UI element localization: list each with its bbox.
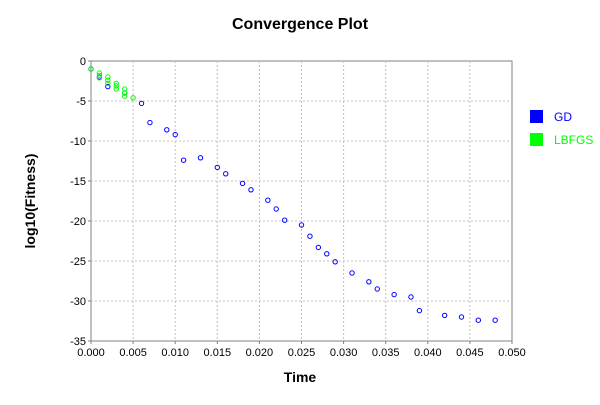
x-tick-label: 0.040 — [414, 347, 442, 359]
series-lbfgs-points — [88, 66, 136, 101]
x-tick-label: 0.045 — [456, 347, 484, 359]
x-tick-label: 0.005 — [119, 347, 147, 359]
y-tick-label: -20 — [70, 216, 86, 228]
data-points — [88, 66, 498, 323]
data-point-gd — [416, 307, 423, 314]
grid-lines — [91, 61, 512, 341]
x-tick-label: 0.020 — [246, 347, 274, 359]
data-point-lbfgs — [105, 77, 111, 83]
data-point-lbfgs — [96, 72, 103, 79]
legend-label-lbfgs: LBFGS — [554, 133, 593, 147]
chart-title: Convergence Plot — [232, 16, 369, 33]
data-point-gd — [281, 217, 288, 223]
x-tick-label: 0.035 — [372, 347, 400, 359]
data-point-gd — [105, 83, 111, 90]
y-tick-label: 0 — [80, 56, 86, 68]
data-point-lbfgs — [105, 80, 111, 87]
x-axis-label: Time — [284, 369, 317, 385]
data-point-gd — [366, 279, 372, 285]
x-tick-label: 0.050 — [498, 347, 526, 359]
data-point-lbfgs — [130, 95, 136, 101]
x-tick-label: 0.010 — [161, 347, 189, 359]
x-tick-label: 0.000 — [77, 347, 105, 359]
data-point-lbfgs — [113, 83, 119, 89]
data-point-gd — [239, 180, 246, 187]
y-tick-label: -15 — [70, 176, 86, 188]
data-point-gd — [307, 233, 313, 239]
y-tick-label: -10 — [70, 136, 86, 148]
y-tick-label: -25 — [70, 256, 86, 268]
data-point-lbfgs — [113, 86, 119, 92]
data-point-lbfgs — [96, 75, 103, 81]
y-tick-label: -30 — [70, 296, 86, 308]
data-point-lbfgs — [105, 74, 111, 80]
y-axis-label: log10(Fitness) — [22, 154, 38, 249]
data-point-lbfgs — [113, 80, 119, 87]
x-tick-label: 0.025 — [288, 347, 316, 359]
data-point-lbfgs — [121, 93, 128, 99]
y-tick-label: -35 — [70, 336, 86, 348]
data-point-gd — [458, 314, 465, 320]
y-tick-label: -5 — [76, 96, 86, 108]
legend-swatch-gd — [530, 110, 543, 123]
data-point-gd — [147, 119, 153, 126]
data-point-gd — [298, 222, 305, 228]
data-point-gd — [197, 155, 204, 161]
data-point-gd — [324, 251, 330, 257]
data-point-gd — [214, 164, 221, 171]
legend: GD LBFGS — [530, 110, 593, 147]
x-tick-label: 0.030 — [330, 347, 358, 359]
data-point-gd — [180, 157, 187, 163]
x-axis-ticks: 0.000 0.005 0.010 0.015 0.020 0.025 0.030 0.035… — [77, 341, 526, 359]
data-point-gd — [441, 312, 448, 319]
data-point-gd — [492, 317, 498, 323]
data-point-gd — [475, 317, 482, 323]
y-axis-ticks: 0 -5 -10 -15 -20 -25 -30 -35 — [70, 56, 91, 348]
data-point-gd — [315, 244, 322, 251]
x-tick-label: 0.015 — [204, 347, 232, 359]
data-point-gd — [349, 270, 355, 276]
data-point-gd — [391, 291, 397, 298]
data-point-gd — [265, 197, 271, 203]
legend-label-gd: GD — [554, 110, 572, 124]
data-point-gd — [172, 131, 178, 138]
data-point-gd — [248, 187, 254, 193]
data-point-gd — [273, 206, 279, 212]
data-point-gd — [223, 171, 229, 177]
data-point-gd — [374, 286, 380, 292]
data-point-gd — [138, 100, 145, 107]
data-point-gd — [164, 127, 170, 133]
data-point-gd — [408, 294, 414, 300]
data-point-gd — [332, 259, 338, 265]
legend-swatch-lbfgs — [530, 133, 543, 146]
data-point-lbfgs — [88, 66, 94, 72]
data-point-lbfgs — [121, 90, 128, 96]
